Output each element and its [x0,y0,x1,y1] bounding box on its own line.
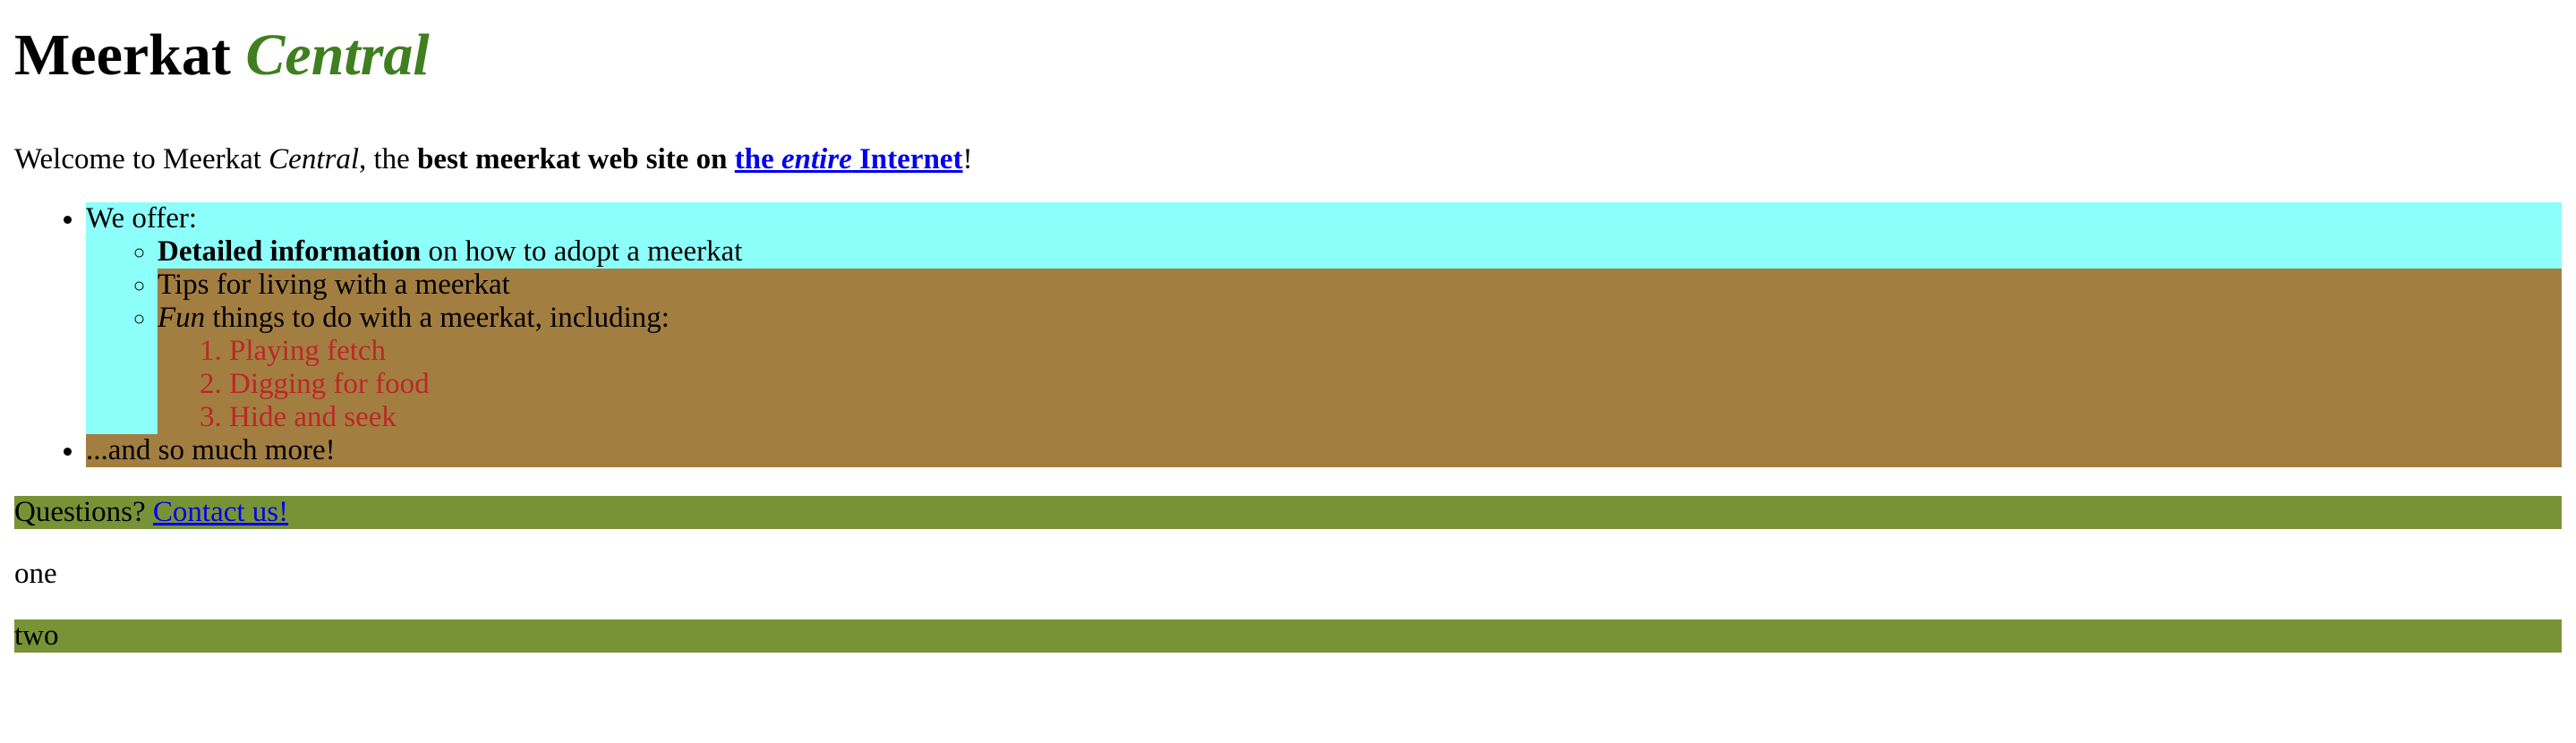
offer-sublist: Detailed information on how to adopt a m… [86,235,2562,434]
page-title: Meerkat Central [14,0,2562,91]
fun-italic: Fun [158,302,206,334]
activity-item: Digging for food [229,368,2562,401]
detailed-rest: on how to adopt a meerkat [421,235,743,268]
intro-bold-text: best meerkat web site on [417,143,735,175]
offer-label: We offer: [86,202,198,235]
more-text: ...and so much more! [86,434,336,466]
detailed-bold: Detailed information [158,235,422,268]
sub-item-tips: Tips for living with a meerkat [158,269,2562,302]
internet-link[interactable]: the entire Internet [735,143,963,175]
questions-paragraph: Questions? Contact us! [14,496,2562,529]
activity-item: Playing fetch [229,335,2562,368]
fun-rest: things to do with a meerkat, including: [205,302,670,334]
intro-paragraph: Welcome to Meerkat Central, the best mee… [14,143,2562,175]
contact-link[interactable]: Contact us! [152,496,289,528]
link-pre: the [734,143,782,175]
intro-italic: Central [269,143,359,175]
more-item: ...and so much more! [86,434,2562,467]
intro-bold: best meerkat web site on the entire Inte… [417,143,962,175]
title-main: Meerkat [14,22,231,88]
activity-item: Hide and seek [229,401,2562,434]
paragraph-two: two [14,619,2562,653]
title-accent: Central [245,22,430,88]
intro-middle: , the [359,143,418,175]
questions-label: Questions? [14,496,153,528]
activity-list: Playing fetch Digging for food Hide and … [158,335,2562,434]
offer-item: We offer: Detailed information on how to… [86,202,2562,434]
intro-prefix: Welcome to Meerkat [14,143,269,175]
sub-item-detailed: Detailed information on how to adopt a m… [158,235,2562,269]
page: Meerkat Central Welcome to Meerkat Centr… [0,0,2576,653]
link-post: Internet [851,143,963,175]
sub-item-fun: Fun things to do with a meerkat, includi… [158,302,2562,434]
paragraph-one: one [14,558,57,590]
tips-text: Tips for living with a meerkat [158,269,510,301]
offer-list: We offer: Detailed information on how to… [14,202,2562,467]
link-italic: entire [781,143,852,175]
intro-suffix: ! [962,143,973,175]
